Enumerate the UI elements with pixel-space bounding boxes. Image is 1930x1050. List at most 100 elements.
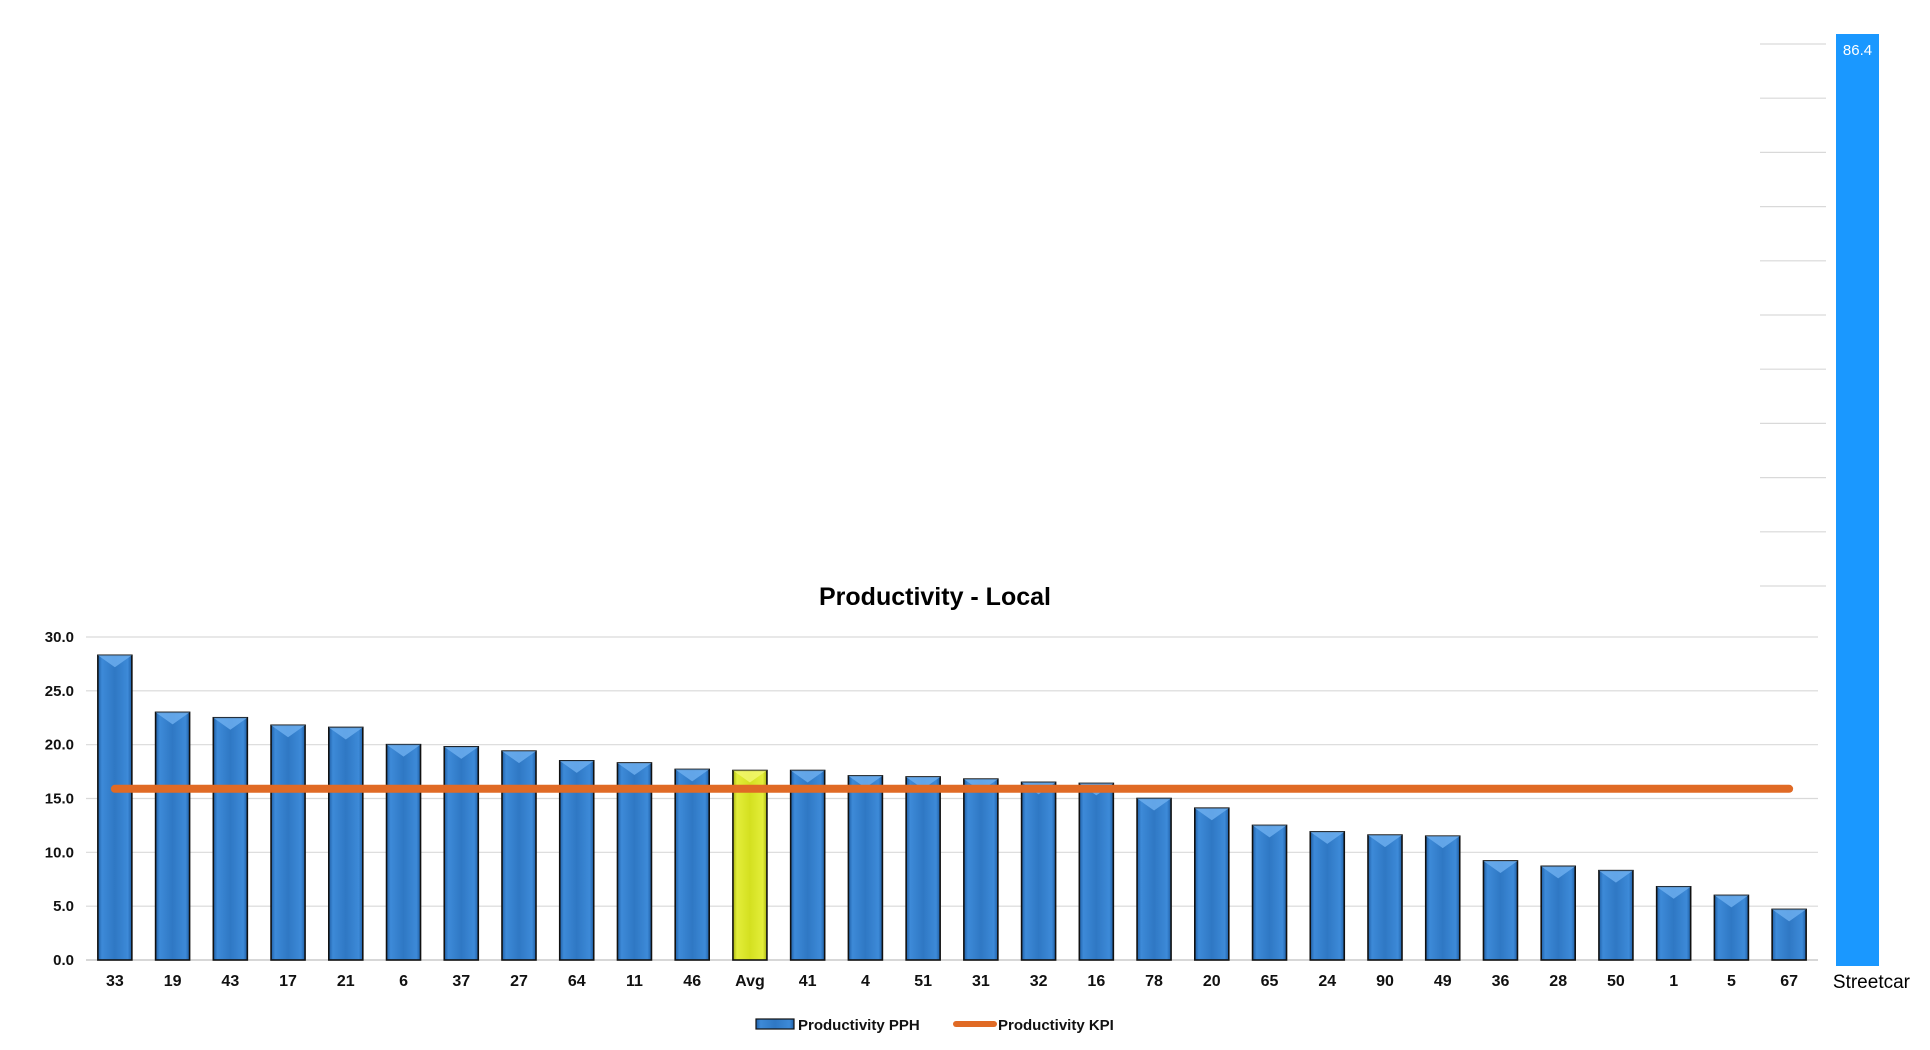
bar bbox=[1713, 894, 1750, 961]
bar-body bbox=[674, 768, 711, 961]
y-axis-ticks: 0.0 5.0 10.0 15.0 20.0 25.0 30.0 bbox=[45, 629, 74, 969]
bar bbox=[1078, 782, 1115, 961]
bar bbox=[1482, 860, 1519, 961]
bar-body bbox=[963, 778, 999, 961]
x-tick-label: 27 bbox=[510, 973, 528, 990]
bar-bevel bbox=[1425, 836, 1460, 849]
bar-bevel bbox=[444, 746, 479, 759]
x-tick-label: 24 bbox=[1318, 973, 1336, 990]
x-tick-label: 1 bbox=[1669, 973, 1678, 990]
x-tick-label: 67 bbox=[1780, 973, 1798, 990]
bar bbox=[501, 750, 537, 961]
bar bbox=[558, 760, 595, 961]
bar bbox=[1655, 885, 1692, 961]
bar-body bbox=[1136, 797, 1172, 961]
bar-body bbox=[1078, 782, 1115, 961]
x-tick-label: 43 bbox=[221, 973, 239, 990]
bar-body bbox=[905, 776, 941, 961]
bar bbox=[270, 724, 306, 961]
bar-bevel bbox=[732, 770, 767, 783]
x-tick-label: 46 bbox=[683, 973, 701, 990]
bar-bevel bbox=[1252, 825, 1287, 838]
x-tick-label: 32 bbox=[1030, 973, 1048, 990]
streetcar-bar bbox=[1836, 34, 1879, 966]
bars bbox=[97, 654, 1807, 961]
bar-bevel bbox=[1656, 886, 1691, 899]
y-tick-label: 5.0 bbox=[53, 898, 74, 915]
bar-bevel bbox=[1483, 860, 1518, 873]
bar bbox=[1194, 807, 1230, 961]
y-tick-label: 0.0 bbox=[53, 952, 74, 969]
bar-body bbox=[1482, 860, 1519, 961]
y-tick-label: 30.0 bbox=[45, 629, 74, 646]
bar-body bbox=[443, 746, 480, 961]
x-tick-label: Avg bbox=[735, 973, 765, 990]
x-tick-label: 5 bbox=[1727, 973, 1736, 990]
bar-bevel bbox=[1137, 798, 1172, 811]
x-tick-label: 19 bbox=[164, 973, 182, 990]
bar-bevel bbox=[1310, 831, 1345, 844]
legend: Productivity PPH Productivity KPI bbox=[755, 1017, 1114, 1034]
x-tick-label: 36 bbox=[1492, 973, 1510, 990]
bar-body bbox=[1020, 781, 1057, 961]
x-tick-label: 28 bbox=[1549, 973, 1567, 990]
x-tick-label: 49 bbox=[1434, 973, 1452, 990]
x-axis-labels: 33 19 43 17 21 6 37 27 64 11 46 Avg 41 4 51 31 32 16 78 20 6… bbox=[106, 973, 1798, 990]
bar-body bbox=[385, 743, 422, 961]
gridlines bbox=[86, 636, 1818, 961]
bar-body bbox=[732, 769, 768, 961]
bar bbox=[789, 769, 826, 961]
bar bbox=[385, 743, 422, 961]
bar-bevel bbox=[675, 769, 710, 782]
bar-bevel bbox=[559, 760, 594, 773]
bar-bevel bbox=[271, 725, 306, 738]
bar bbox=[847, 775, 884, 961]
bar bbox=[97, 654, 133, 961]
bar-bevel bbox=[790, 770, 825, 783]
bar bbox=[1771, 908, 1807, 961]
x-tick-label: 31 bbox=[972, 973, 990, 990]
legend-swatch-pph bbox=[755, 1018, 795, 1030]
x-tick-label: 33 bbox=[106, 973, 124, 990]
x-tick-label: 20 bbox=[1203, 973, 1221, 990]
x-tick-label: 17 bbox=[279, 973, 297, 990]
bar-bevel bbox=[848, 775, 883, 788]
bar bbox=[1251, 824, 1288, 961]
bar bbox=[616, 762, 653, 961]
x-tick-label: 78 bbox=[1145, 973, 1163, 990]
bar bbox=[905, 776, 941, 961]
bar bbox=[154, 711, 191, 961]
bar-body bbox=[501, 750, 537, 961]
streetcar-value-label: 86.4 bbox=[1843, 42, 1872, 59]
bar bbox=[212, 716, 249, 961]
streetcar-gridlines bbox=[1760, 43, 1826, 587]
bar bbox=[1598, 869, 1634, 961]
bar-avg bbox=[732, 769, 768, 961]
bar-body bbox=[97, 654, 133, 961]
bar-body bbox=[1367, 834, 1403, 961]
bar-bevel bbox=[1368, 835, 1402, 848]
bar-bevel bbox=[906, 776, 941, 789]
bar bbox=[1309, 831, 1346, 961]
x-tick-label: 90 bbox=[1376, 973, 1394, 990]
bar-body bbox=[616, 762, 653, 961]
bar-body bbox=[1309, 831, 1346, 961]
x-tick-label: 16 bbox=[1087, 973, 1105, 990]
x-tick-label: 4 bbox=[861, 973, 870, 990]
bar-body bbox=[558, 760, 595, 961]
bar bbox=[674, 768, 711, 961]
x-tick-label: 6 bbox=[399, 973, 408, 990]
bar-bevel bbox=[617, 762, 652, 775]
x-tick-label: 21 bbox=[337, 973, 355, 990]
bar-bevel bbox=[386, 744, 421, 757]
chart-title: Productivity - Local bbox=[819, 583, 1051, 611]
bar-bevel bbox=[502, 751, 536, 764]
bar-bevel bbox=[1714, 895, 1749, 908]
bar-bevel bbox=[155, 712, 190, 725]
bar bbox=[963, 778, 999, 961]
bar-bevel bbox=[213, 717, 248, 730]
bar-body bbox=[327, 726, 364, 961]
bar-body bbox=[1424, 835, 1461, 961]
y-tick-label: 15.0 bbox=[45, 791, 74, 808]
